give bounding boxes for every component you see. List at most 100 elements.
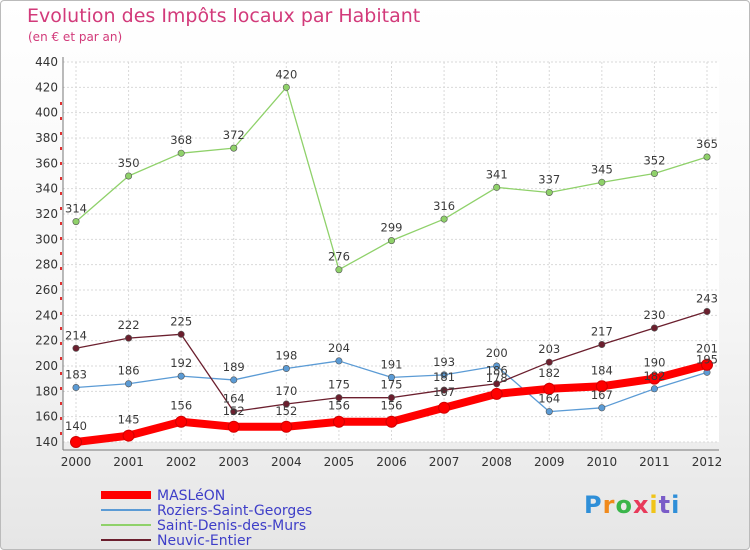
data-point (72, 344, 80, 352)
data-label: 204 (328, 341, 350, 355)
data-point (493, 183, 501, 191)
data-point (175, 415, 188, 428)
x-tick-label: 2008 (481, 455, 512, 469)
data-label: 190 (643, 356, 665, 370)
data-label: 299 (381, 221, 403, 235)
chart-subtitle: (en € et par an) (28, 30, 123, 44)
data-label: 198 (275, 349, 297, 363)
x-tick-label: 2007 (429, 455, 460, 469)
data-label: 203 (538, 342, 560, 356)
data-label: 156 (381, 399, 403, 413)
data-point (703, 153, 711, 161)
data-point (70, 436, 82, 448)
data-point (595, 380, 608, 393)
y-tick-label: 140 (35, 435, 58, 449)
y-tick-label: 340 (35, 182, 58, 196)
data-label: 276 (328, 250, 350, 264)
data-point (125, 334, 133, 342)
data-label: 156 (170, 399, 192, 413)
data-label: 420 (275, 67, 297, 81)
data-point (650, 385, 658, 393)
data-label: 145 (118, 413, 140, 427)
y-tick-label: 280 (35, 258, 58, 272)
y-tick-label: 180 (35, 384, 58, 398)
data-label: 365 (696, 137, 718, 151)
x-tick-label: 2000 (61, 455, 92, 469)
data-label: 191 (381, 357, 403, 371)
data-label: 243 (696, 292, 718, 306)
data-point (438, 401, 451, 414)
y-tick-label: 440 (35, 55, 58, 69)
data-label: 352 (643, 153, 665, 167)
data-label: 156 (328, 399, 350, 413)
data-point (72, 218, 80, 226)
y-tick-label: 160 (35, 410, 58, 424)
data-label: 230 (643, 308, 665, 322)
data-label: 195 (696, 352, 718, 366)
data-point (385, 415, 398, 428)
data-label: 182 (538, 366, 560, 380)
data-label: 164 (223, 392, 245, 406)
data-point (598, 178, 606, 186)
data-point (230, 144, 238, 152)
data-point (440, 371, 448, 379)
data-label: 175 (328, 378, 350, 392)
x-tick-label: 2006 (376, 455, 407, 469)
y-tick-label: 200 (35, 359, 58, 373)
data-label: 345 (591, 162, 613, 176)
data-point (387, 394, 395, 402)
data-label: 140 (65, 419, 87, 433)
data-point (493, 362, 501, 370)
x-tick-label: 2005 (324, 455, 355, 469)
data-label: 222 (118, 318, 140, 332)
data-label: 181 (433, 370, 455, 384)
data-label: 372 (223, 128, 245, 142)
data-label: 314 (65, 202, 87, 216)
data-label: 152 (275, 404, 297, 418)
data-point (490, 387, 503, 400)
data-label: 183 (65, 368, 87, 382)
data-point (387, 373, 395, 381)
x-tick-label: 2011 (639, 455, 670, 469)
data-label: 201 (696, 342, 718, 356)
data-point (598, 404, 606, 412)
y-tick-label: 360 (35, 156, 58, 170)
data-label: 341 (486, 167, 508, 181)
data-label: 368 (170, 133, 192, 147)
data-label: 189 (223, 360, 245, 374)
data-point (703, 308, 711, 316)
data-point (122, 429, 135, 442)
legend-label: Saint-Denis-des-Murs (157, 518, 306, 534)
data-point (440, 215, 448, 223)
data-point (282, 365, 290, 373)
y-tick-label: 240 (35, 308, 58, 322)
data-point (177, 330, 185, 338)
x-tick-label: 2009 (534, 455, 565, 469)
data-label: 217 (591, 324, 613, 338)
x-tick-label: 2003 (218, 455, 249, 469)
x-tick-label: 2001 (113, 455, 144, 469)
y-tick-label: 300 (35, 232, 58, 246)
data-point (650, 169, 658, 177)
data-point (125, 172, 133, 180)
data-point (282, 83, 290, 91)
data-point (72, 384, 80, 392)
data-label: 350 (118, 156, 140, 170)
data-point (545, 358, 553, 366)
data-point (177, 372, 185, 380)
y-tick-label: 380 (35, 131, 58, 145)
y-tick-label: 320 (35, 207, 58, 221)
data-label: 214 (65, 328, 87, 342)
data-point (440, 386, 448, 394)
x-tick-label: 2012 (692, 455, 723, 469)
data-point (125, 380, 133, 388)
data-point (335, 394, 343, 402)
data-point (543, 382, 556, 395)
y-tick-label: 260 (35, 283, 58, 297)
data-label: 186 (118, 364, 140, 378)
data-point (335, 357, 343, 365)
legend-label: MASLéON (157, 488, 225, 504)
x-tick-label: 2002 (166, 455, 197, 469)
y-tick-label: 420 (35, 80, 58, 94)
